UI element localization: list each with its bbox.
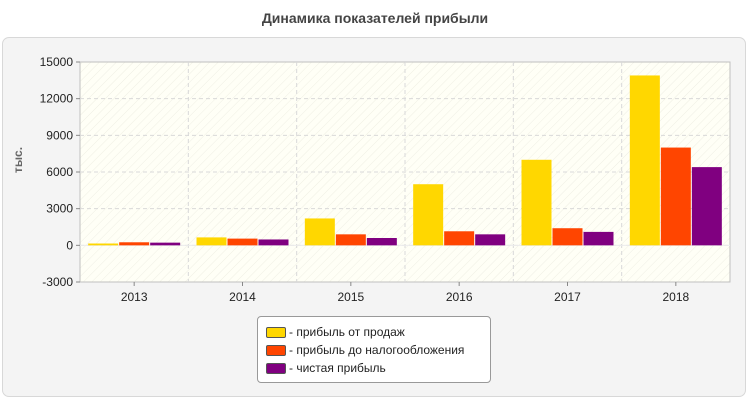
y-tick-label: 0 (66, 238, 73, 252)
bar (552, 228, 583, 246)
bar (521, 159, 552, 246)
bar (691, 167, 722, 246)
legend-label: - прибыль от продаж (289, 325, 405, 339)
legend-item-net-profit: - чистая прибыль (266, 359, 482, 377)
bar (629, 75, 660, 246)
x-tick-label: 2015 (337, 290, 364, 304)
y-tick-label: 15000 (40, 55, 74, 69)
legend-swatch (266, 362, 286, 374)
x-tick-label: 2014 (229, 290, 256, 304)
bar (475, 234, 506, 246)
x-tick-label: 2018 (662, 290, 689, 304)
bar (150, 242, 181, 246)
legend-item-sales-profit: - прибыль от продаж (266, 323, 482, 341)
y-tick-label: -3000 (42, 275, 73, 289)
y-tick-label: 9000 (46, 128, 73, 142)
bar (335, 234, 366, 246)
bar (583, 231, 614, 246)
bar (227, 238, 258, 246)
grid-lines (80, 62, 730, 282)
axes-group: -3000 0 3000 6000 9000 12000 15000 2013 2014 2015… (40, 55, 690, 304)
bar (119, 242, 150, 246)
y-tick-label: 12000 (40, 92, 74, 106)
legend-swatch (266, 344, 286, 356)
y-tick-label: 6000 (46, 165, 73, 179)
bar (444, 231, 475, 246)
x-tick-label: 2016 (446, 290, 473, 304)
bar (196, 237, 227, 246)
x-tick-label: 2017 (554, 290, 581, 304)
bar (304, 218, 335, 246)
legend-item-pretax-profit: - прибыль до налогообложения (266, 341, 482, 359)
legend-label: - чистая прибыль (289, 361, 386, 375)
legend-swatch (266, 326, 286, 338)
y-tick-label: 3000 (46, 202, 73, 216)
bar (413, 184, 444, 246)
bar (88, 243, 119, 246)
legend: - прибыль от продаж - прибыль до налогоо… (257, 316, 491, 383)
legend-label: - прибыль до налогообложения (289, 343, 465, 357)
y-axis-label: тыс. (11, 147, 25, 173)
bar (366, 238, 397, 246)
x-tick-label: 2013 (121, 290, 148, 304)
bar (258, 239, 289, 246)
chart-title: Динамика показателей прибыли (261, 10, 489, 26)
bars-group (88, 75, 722, 246)
bar (660, 147, 691, 246)
